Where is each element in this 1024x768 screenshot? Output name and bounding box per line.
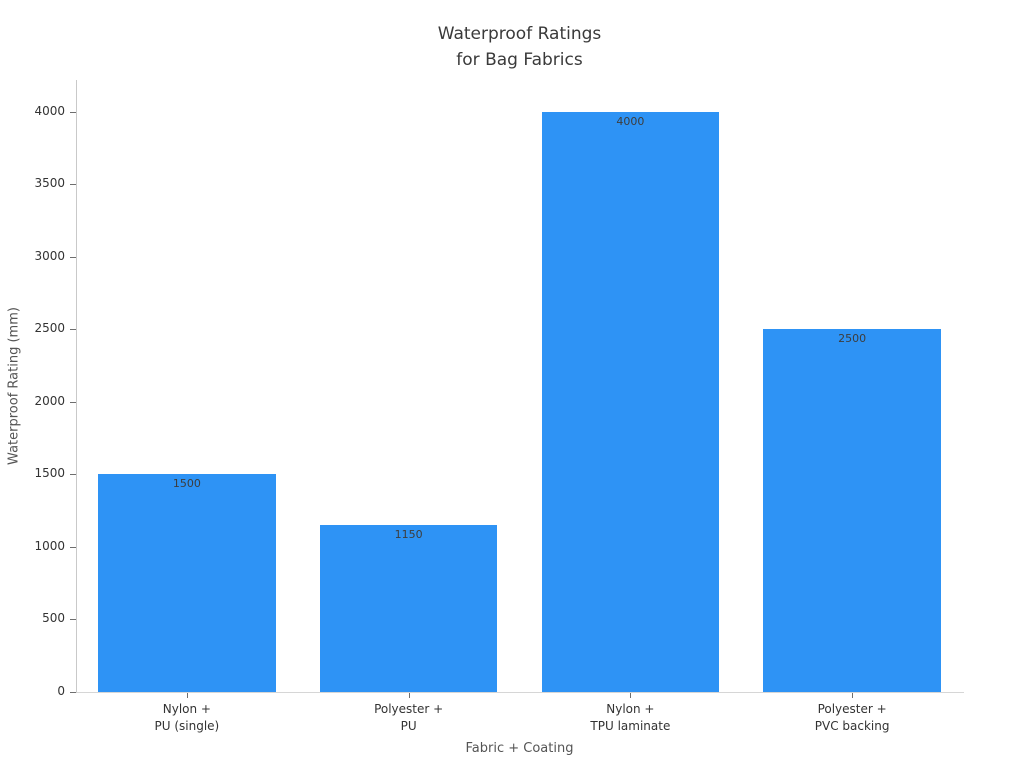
x-tick-label: Polyester + PU	[374, 702, 444, 733]
bar: 4000	[541, 111, 720, 692]
x-tick-label: Polyester + PVC backing	[814, 702, 890, 733]
bar-value-label: 4000	[616, 114, 645, 128]
y-tick-label: 3500	[34, 176, 65, 191]
y-tick-mark	[70, 329, 76, 331]
bar: 2500	[763, 329, 941, 692]
y-tick-label: 1000	[34, 538, 65, 553]
y-tick-mark	[70, 184, 76, 186]
y-tick-label: 2500	[34, 321, 65, 336]
x-axis-label: Fabric + Coating	[465, 741, 574, 756]
x-tick-label: Nylon + PU (single)	[154, 702, 220, 733]
y-tick-label: 0	[57, 684, 65, 698]
x-tick-mark	[852, 693, 854, 698]
chart-title: Waterproof Ratings for Bag Fabrics	[437, 24, 602, 70]
y-tick-mark	[70, 401, 76, 403]
y-tick-label: 1500	[34, 466, 65, 481]
bar: 1150	[319, 525, 498, 692]
y-tick-mark	[70, 111, 76, 113]
y-tick-label: 3000	[34, 248, 65, 263]
plot-area	[76, 80, 964, 693]
bar: 1500	[98, 474, 276, 692]
x-tick-mark	[630, 693, 632, 698]
bar-value-label: 2500	[838, 332, 867, 346]
bar-value-label: 1500	[172, 477, 201, 491]
bar-value-label: 1150	[394, 528, 423, 542]
x-tick-label: Nylon + TPU laminate	[590, 702, 671, 733]
y-tick-label: 2000	[34, 393, 65, 408]
y-tick-mark	[70, 546, 76, 548]
x-tick-mark	[408, 693, 410, 698]
x-tick-mark	[186, 693, 188, 698]
y-tick-mark	[70, 692, 76, 693]
y-tick-label: 500	[42, 611, 65, 626]
y-tick-label: 4000	[34, 103, 65, 118]
y-tick-mark	[70, 256, 76, 258]
y-tick-mark	[70, 474, 76, 476]
y-tick-mark	[70, 619, 76, 621]
